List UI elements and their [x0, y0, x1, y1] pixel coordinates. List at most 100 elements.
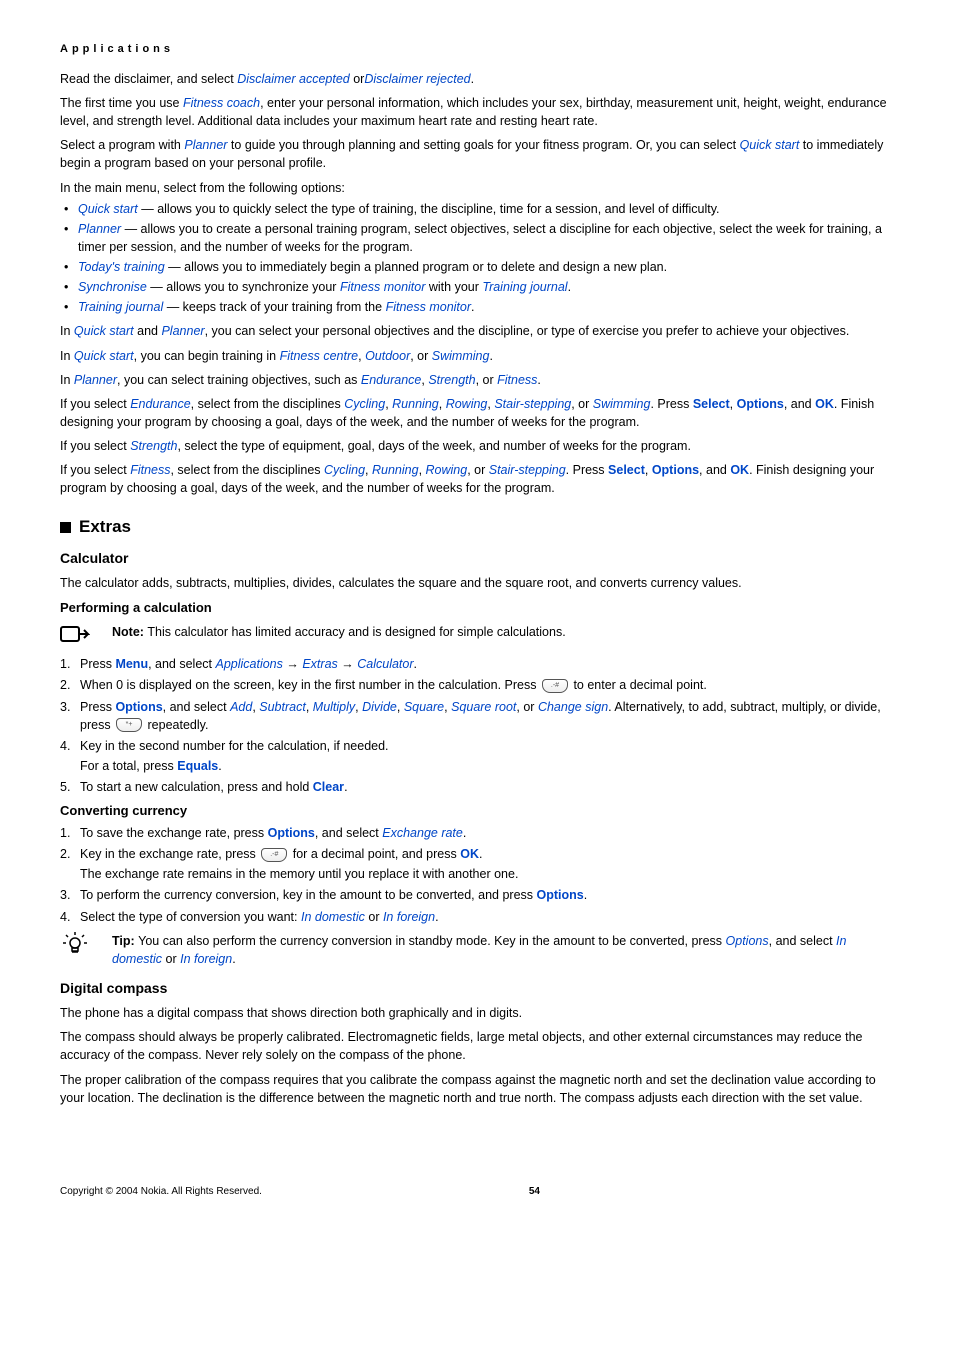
- list-item: Training journal — keeps track of your t…: [60, 298, 894, 316]
- text: or: [350, 72, 365, 86]
- link-text: Swimming: [432, 349, 490, 363]
- link-text: Options: [726, 934, 769, 948]
- page-number: 54: [529, 1185, 540, 1200]
- list-item: Planner — allows you to create a persona…: [60, 220, 894, 256]
- bold-link-text: OK: [730, 463, 749, 477]
- text: , or: [410, 349, 432, 363]
- text: — keeps track of your training from the: [163, 300, 385, 314]
- note-icon: [60, 623, 90, 647]
- list-item: To perform the currency conversion, key …: [60, 886, 894, 904]
- link-text: Strength: [428, 373, 475, 387]
- link-text: Planner: [74, 373, 117, 387]
- tip-label: Tip:: [112, 934, 138, 948]
- link-text: Extras: [302, 657, 337, 671]
- text: If you select: [60, 463, 130, 477]
- link-text: Quick start: [74, 349, 134, 363]
- text: ,: [645, 463, 652, 477]
- text: .: [489, 349, 492, 363]
- list-item: Key in the exchange rate, press .-# for …: [60, 845, 894, 883]
- text: Press: [80, 700, 115, 714]
- link-text: Subtract: [259, 700, 306, 714]
- link-text: Cycling: [344, 397, 385, 411]
- bullet-list: Quick start — allows you to quickly sele…: [60, 200, 894, 317]
- text: .: [344, 780, 347, 794]
- link-text: Stair-stepping: [489, 463, 566, 477]
- text: . Press: [566, 463, 608, 477]
- sub-subsection-heading: Converting currency: [60, 802, 894, 821]
- text: to enter a decimal point.: [570, 678, 707, 692]
- list-item: Key in the second number for the calcula…: [60, 737, 894, 775]
- list-item: When 0 is displayed on the screen, key i…: [60, 676, 894, 694]
- text: To save the exchange rate, press: [80, 826, 268, 840]
- tip-row: Tip: You can also perform the currency c…: [60, 932, 894, 970]
- link-text: Endurance: [361, 373, 421, 387]
- text: , you can begin training in: [134, 349, 280, 363]
- link-text: Today's training: [78, 260, 165, 274]
- paragraph: The first time you use Fitness coach, en…: [60, 94, 894, 130]
- link-text: Calculator: [357, 657, 413, 671]
- text: ,: [730, 397, 737, 411]
- text: To perform the currency conversion, key …: [80, 888, 537, 902]
- paragraph: In the main menu, select from the follow…: [60, 179, 894, 197]
- page-footer: Copyright © 2004 Nokia. All Rights Reser…: [60, 1185, 540, 1200]
- text: To start a new calculation, press and ho…: [80, 780, 313, 794]
- link-text: Divide: [362, 700, 397, 714]
- text: Select a program with: [60, 138, 184, 152]
- subsection-heading: Digital compass: [60, 978, 894, 998]
- link-text: Rowing: [426, 463, 468, 477]
- link-text: Add: [230, 700, 252, 714]
- paragraph: If you select Endurance, select from the…: [60, 395, 894, 431]
- link-text: Training journal: [78, 300, 163, 314]
- bold-link-text: Options: [652, 463, 699, 477]
- link-text: Fitness monitor: [340, 280, 425, 294]
- text: , or: [467, 463, 489, 477]
- list-item: Select the type of conversion you want: …: [60, 908, 894, 926]
- link-text: Square: [404, 700, 444, 714]
- text: Key in the exchange rate, press: [80, 847, 259, 861]
- text: ,: [419, 463, 426, 477]
- paragraph: In Quick start and Planner, you can sele…: [60, 322, 894, 340]
- paragraph: If you select Fitness, select from the d…: [60, 461, 894, 497]
- text: ,: [439, 397, 446, 411]
- text: .: [471, 72, 474, 86]
- paragraph: The proper calibration of the compass re…: [60, 1071, 894, 1107]
- paragraph: In Planner, you can select training obje…: [60, 371, 894, 389]
- link-text: Swimming: [593, 397, 651, 411]
- ordered-list: To save the exchange rate, press Options…: [60, 824, 894, 926]
- text: In: [60, 349, 74, 363]
- section-heading: Extras: [79, 515, 131, 540]
- text: Press: [80, 657, 115, 671]
- bold-link-text: Options: [737, 397, 784, 411]
- list-item: Quick start — allows you to quickly sele…: [60, 200, 894, 218]
- page-section-header: Applications: [60, 42, 894, 58]
- link-text: Rowing: [446, 397, 488, 411]
- text: — allows you to quickly select the type …: [138, 202, 720, 216]
- bold-link-text: OK: [815, 397, 834, 411]
- link-text: Applications: [215, 657, 282, 671]
- text: .: [414, 657, 417, 671]
- text: , you can select training objectives, su…: [117, 373, 361, 387]
- text: for a decimal point, and press: [289, 847, 460, 861]
- link-text: Planner: [184, 138, 227, 152]
- link-text: Quick start: [740, 138, 800, 152]
- text: .: [232, 952, 235, 966]
- text: , select from the disciplines: [170, 463, 324, 477]
- link-text: Running: [372, 463, 419, 477]
- list-item: Press Menu, and select Applications → Ex…: [60, 655, 894, 673]
- paragraph: In Quick start, you can begin training i…: [60, 347, 894, 365]
- bold-link-text: Options: [537, 888, 584, 902]
- sub-subsection-heading: Performing a calculation: [60, 599, 894, 618]
- text: .: [584, 888, 587, 902]
- text: You can also perform the currency conver…: [138, 934, 725, 948]
- bold-link-text: Clear: [313, 780, 344, 794]
- bold-link-text: Select: [693, 397, 730, 411]
- link-text: Disclaimer accepted: [237, 72, 350, 86]
- text: — allows you to synchronize your: [147, 280, 340, 294]
- paragraph: Select a program with Planner to guide y…: [60, 136, 894, 172]
- text: The first time you use: [60, 96, 183, 110]
- text: with your: [425, 280, 482, 294]
- text: — allows you to create a personal traini…: [78, 222, 882, 254]
- hash-key-icon: .-#: [542, 679, 568, 693]
- bold-link-text: Select: [608, 463, 645, 477]
- text: , and select: [769, 934, 836, 948]
